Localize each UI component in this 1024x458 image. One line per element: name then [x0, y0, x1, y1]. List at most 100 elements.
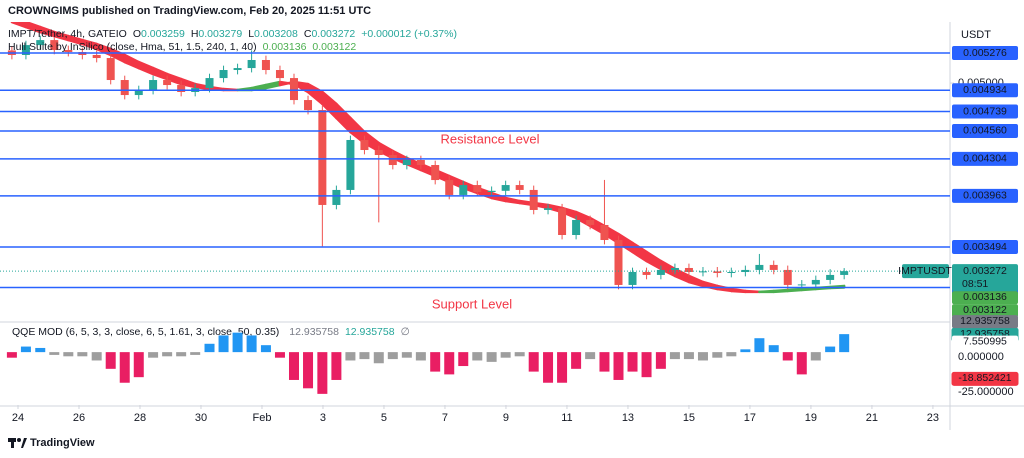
- qqe-bar: [669, 352, 680, 360]
- candle-body: [219, 70, 228, 79]
- hull-band: [800, 286, 818, 292]
- tradingview-logo: [8, 438, 27, 448]
- publisher: CROWNGIMS published on TradingView.com, …: [8, 5, 371, 17]
- symbol-tag: [902, 264, 949, 279]
- x-tick-label: 19: [805, 412, 817, 424]
- qqe-bar: [190, 352, 201, 355]
- qqe-bar: [232, 332, 243, 353]
- candle-body: [149, 80, 158, 91]
- qqe-bar: [77, 352, 88, 357]
- qqe-bar: [444, 352, 455, 375]
- candle-body: [558, 208, 567, 236]
- x-tick-label: 7: [442, 412, 448, 424]
- candle-body: [92, 54, 101, 59]
- qqe-bar: [415, 352, 426, 361]
- level-tag: [952, 188, 1018, 203]
- candle-body: [840, 271, 849, 275]
- qqe-bar: [91, 352, 102, 361]
- candle-body: [50, 40, 59, 50]
- qqe-tag: [952, 335, 1018, 349]
- candle-body: [515, 185, 524, 190]
- candle-body: [304, 100, 313, 111]
- qqe-bar: [528, 352, 539, 372]
- level-tag: [952, 104, 1018, 119]
- currency: USDT: [961, 29, 991, 41]
- qqe-bar: [274, 352, 285, 358]
- qqe-bar: [655, 352, 666, 369]
- symbol-legend: IMPT/Tether, 4h, GATEIO O0.003259 H0.00327…: [8, 28, 457, 40]
- qqe-bar: [796, 352, 807, 375]
- qqe-bar: [63, 352, 74, 357]
- qqe-bar: [472, 352, 483, 361]
- qqe-bar: [557, 352, 568, 383]
- x-tick-label: 5: [381, 412, 387, 424]
- candle-body: [600, 224, 609, 241]
- qqe-tick-label: 0.000000: [958, 351, 1004, 363]
- candle-body: [289, 78, 298, 101]
- qqe-bar: [768, 345, 779, 353]
- ohlc-key: L: [248, 28, 254, 40]
- qqe-tag-label: -18.852421: [958, 372, 1011, 384]
- candle-body: [445, 180, 454, 195]
- qqe-bar: [148, 352, 159, 358]
- qqe-bar: [105, 352, 116, 369]
- qqe-bar: [6, 352, 17, 358]
- candle-body: [656, 269, 665, 275]
- hull-value: 0.003122: [312, 41, 356, 53]
- candle-body: [36, 40, 45, 46]
- candle-body: [487, 190, 496, 193]
- level-label: 0.005276: [963, 47, 1007, 59]
- qqe-bar: [458, 352, 469, 367]
- qqe-bar: [345, 352, 356, 361]
- qqe-bar: [317, 352, 328, 394]
- level-label: 0.003494: [963, 241, 1007, 253]
- candle-body: [21, 45, 30, 55]
- candle-body: [586, 219, 595, 225]
- candle-body: [698, 271, 707, 273]
- x-tick-label: 3: [320, 412, 326, 424]
- qqe-bar: [430, 352, 441, 372]
- qqe-bar: [839, 334, 850, 353]
- candle-body: [416, 160, 425, 166]
- candle-body: [402, 160, 411, 166]
- candle-body: [346, 139, 355, 190]
- qqe-bar: [599, 352, 610, 372]
- qqe-bar: [712, 352, 723, 358]
- candle-body: [826, 274, 835, 280]
- qqe-bar: [288, 352, 299, 380]
- price-tag-label: 0.003272: [963, 265, 1007, 277]
- hull-band: [758, 289, 775, 294]
- hull-tag-label: 0.003122: [963, 304, 1007, 316]
- qqe-name: QQE MOD (6, 5, 3, 3, close, 6, 5, 1.61, …: [12, 326, 279, 338]
- qqe-bar: [683, 352, 694, 360]
- hull-tag: [952, 304, 1018, 318]
- annotation: Resistance Level: [441, 131, 540, 146]
- x-tick-label: 15: [683, 412, 695, 424]
- qqe-bar: [359, 352, 370, 360]
- qqe-empty: ∅: [401, 326, 410, 338]
- qqe-bar: [486, 352, 497, 362]
- qqe-bar: [500, 352, 511, 358]
- candle-body: [544, 208, 553, 210]
- qqe-bar: [260, 345, 271, 353]
- qqe-tag-label: 12.935758: [960, 315, 1010, 327]
- qqe-bar: [613, 352, 624, 380]
- qqe-bar: [176, 352, 187, 357]
- candle-body: [374, 150, 383, 156]
- qqe-bar: [543, 352, 554, 383]
- hull-band: [744, 289, 761, 294]
- qqe-bar: [204, 343, 215, 353]
- qqe-bar: [810, 352, 821, 361]
- level-tag: [952, 123, 1018, 138]
- x-tick-label: 21: [866, 412, 878, 424]
- qqe-tag-label: 7.550995: [963, 335, 1007, 347]
- qqe-bar: [726, 352, 737, 357]
- candle-body: [120, 80, 129, 96]
- x-tick-label: 23: [927, 412, 939, 424]
- qqe-bar: [119, 352, 130, 383]
- candle-body: [670, 267, 679, 270]
- candle-body: [64, 49, 73, 53]
- x-tick-label: 30: [195, 412, 207, 424]
- qqe-bar: [133, 352, 144, 378]
